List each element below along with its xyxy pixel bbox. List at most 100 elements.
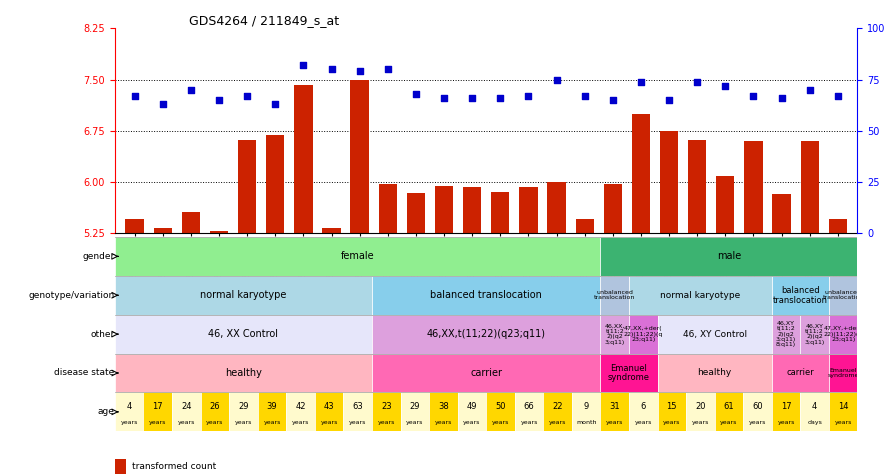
Text: years: years: [377, 420, 395, 425]
Point: [831, 92, 845, 100]
Text: female: female: [341, 251, 375, 261]
Point: [577, 92, 591, 100]
Bar: [575, 219, 594, 233]
Point: [156, 100, 170, 108]
Text: 15: 15: [667, 401, 677, 410]
Text: 61: 61: [724, 401, 735, 410]
Point: [296, 62, 310, 69]
Bar: [266, 136, 285, 233]
Text: years: years: [749, 420, 766, 425]
Text: 42: 42: [295, 401, 306, 410]
Point: [634, 78, 648, 85]
Text: unbalanced
translocation: unbalanced translocation: [822, 290, 864, 301]
Text: 39: 39: [267, 401, 278, 410]
Bar: [773, 194, 790, 233]
Point: [522, 92, 536, 100]
Text: Emanuel
syndrome: Emanuel syndrome: [608, 364, 650, 383]
Bar: [629, 392, 658, 431]
Bar: [801, 141, 819, 233]
Text: 26: 26: [210, 401, 220, 410]
Text: years: years: [663, 420, 681, 425]
Bar: [172, 392, 201, 431]
Bar: [800, 392, 829, 431]
Text: years: years: [720, 420, 737, 425]
Bar: [772, 276, 829, 315]
Text: 4: 4: [812, 401, 818, 410]
Point: [381, 65, 395, 73]
Text: normal karyotype: normal karyotype: [201, 290, 286, 300]
Point: [465, 94, 479, 102]
Bar: [829, 392, 857, 431]
Text: 46, XY Control: 46, XY Control: [682, 329, 747, 338]
Text: 38: 38: [438, 401, 449, 410]
Text: balanced translocation: balanced translocation: [431, 290, 542, 300]
Text: 50: 50: [495, 401, 506, 410]
Text: 43: 43: [324, 401, 334, 410]
Bar: [514, 392, 544, 431]
Text: 4: 4: [126, 401, 132, 410]
Bar: [323, 228, 340, 233]
Bar: [115, 354, 372, 392]
Bar: [407, 193, 425, 233]
Text: 23: 23: [381, 401, 392, 410]
Text: transformed count: transformed count: [132, 462, 217, 471]
Bar: [572, 392, 600, 431]
Bar: [492, 192, 509, 233]
Text: 14: 14: [838, 401, 849, 410]
Text: years: years: [149, 420, 166, 425]
Text: years: years: [349, 420, 366, 425]
Point: [718, 82, 732, 90]
Text: male: male: [717, 251, 741, 261]
Text: unbalanced
translocation: unbalanced translocation: [594, 290, 636, 301]
Text: 46, XX Control: 46, XX Control: [209, 329, 278, 339]
Point: [662, 96, 676, 104]
Bar: [547, 182, 566, 233]
Bar: [154, 228, 171, 233]
Bar: [800, 315, 829, 354]
Bar: [458, 392, 486, 431]
Text: years: years: [463, 420, 481, 425]
Point: [550, 76, 564, 83]
Point: [127, 92, 141, 100]
Text: 17: 17: [152, 401, 163, 410]
Bar: [544, 392, 572, 431]
Text: healthy: healthy: [697, 368, 732, 377]
Text: years: years: [206, 420, 224, 425]
Point: [268, 100, 282, 108]
Bar: [743, 392, 772, 431]
Bar: [378, 184, 397, 233]
Text: 47,XY,+der(
22)(11;22)(q
23;q11): 47,XY,+der( 22)(11;22)(q 23;q11): [824, 326, 863, 342]
Bar: [600, 276, 629, 315]
Text: 29: 29: [238, 401, 248, 410]
Point: [240, 92, 255, 100]
Bar: [658, 392, 686, 431]
Bar: [343, 392, 372, 431]
Text: age: age: [97, 407, 114, 416]
Text: years: years: [235, 420, 252, 425]
Bar: [600, 354, 658, 392]
Point: [408, 90, 423, 98]
Text: 20: 20: [695, 401, 705, 410]
Bar: [372, 392, 400, 431]
Bar: [772, 354, 829, 392]
Text: 31: 31: [609, 401, 620, 410]
Text: years: years: [521, 420, 537, 425]
Bar: [600, 392, 629, 431]
Bar: [372, 315, 600, 354]
Bar: [315, 392, 343, 431]
Text: years: years: [834, 420, 852, 425]
Text: 63: 63: [353, 401, 363, 410]
Bar: [604, 184, 622, 233]
Text: 6: 6: [641, 401, 646, 410]
Bar: [400, 392, 429, 431]
Bar: [115, 276, 372, 315]
Text: 46,XY
t(11;2
2)(q2
3;q11): 46,XY t(11;2 2)(q2 3;q11): [804, 324, 825, 345]
Bar: [519, 187, 537, 233]
Text: Emanuel
syndrome: Emanuel syndrome: [827, 368, 859, 378]
Bar: [115, 392, 143, 431]
Text: month: month: [575, 420, 597, 425]
Bar: [350, 80, 369, 233]
Bar: [828, 219, 847, 233]
Point: [606, 96, 620, 104]
Text: years: years: [178, 420, 195, 425]
